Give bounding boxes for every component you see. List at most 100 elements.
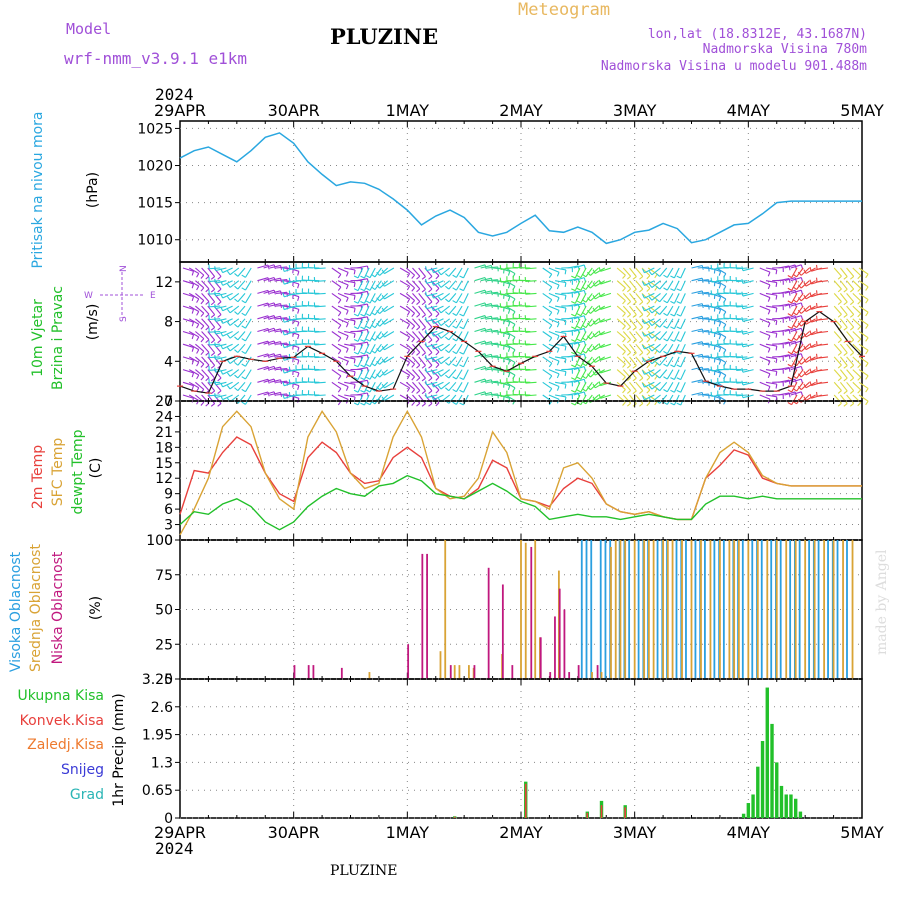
wind-barb (585, 356, 593, 367)
wind-barb (275, 266, 288, 269)
wind-barb-flag (428, 352, 433, 356)
wind-barb-flag (353, 308, 356, 313)
wind-barb-flag (288, 277, 291, 283)
x-tick-label: 30APR (268, 823, 320, 842)
wind-barb-flag (654, 350, 658, 355)
wind-barb-flag (445, 387, 450, 392)
wind-barb-flag (626, 390, 632, 394)
wind-barb (357, 318, 364, 329)
wind-barb-flag (337, 324, 342, 330)
wind-barb-flag (297, 334, 300, 340)
wind-barb (765, 381, 777, 385)
wind-barb-flag (598, 343, 601, 348)
wind-barb (245, 318, 252, 329)
wind-barb (369, 305, 376, 317)
wind-barb (356, 341, 368, 345)
y-tick-label: 18 (155, 440, 173, 456)
wind-barb (680, 280, 686, 291)
wind-barb-flag (376, 271, 381, 276)
wind-barb (778, 392, 790, 396)
y-tick-label: 50 (155, 603, 173, 619)
wind-barb (791, 394, 798, 405)
wind-barb (647, 394, 658, 402)
wind-barb-flag (849, 377, 855, 382)
wind-barb (222, 381, 233, 388)
wind-barb-flag (642, 332, 645, 337)
wind-barb (622, 267, 632, 277)
wind-barb-flag (654, 324, 658, 329)
wind-barb-flag (353, 358, 356, 364)
wind-barb (331, 356, 342, 364)
wind-barb (542, 356, 553, 364)
wind-barb-flag (452, 376, 457, 380)
wind-barb (331, 305, 342, 313)
cloud-bar-mid (728, 540, 731, 679)
wind-barb-flag (587, 373, 591, 378)
wind-barb-flag (381, 383, 385, 389)
wind-barb (222, 280, 233, 286)
wind-barb (548, 356, 560, 362)
wind-barb (817, 394, 829, 397)
wind-barb (548, 280, 560, 286)
wind-barb-flag (381, 345, 385, 351)
wind-barb-flag (288, 265, 291, 270)
wind-barb (448, 280, 457, 290)
wind-barb-flag (598, 266, 601, 272)
wind-barb (555, 394, 567, 398)
temp-ylabel-sfc: SFC Temp (50, 438, 66, 507)
wind-barb (440, 267, 451, 276)
wind-barb-flag (353, 282, 356, 288)
wind-barb (765, 369, 777, 372)
wind-barb-flag (452, 325, 457, 329)
wind-barb-flag (865, 299, 869, 304)
cloud-bar-mid (591, 672, 593, 679)
wind-barb-flag (843, 301, 848, 306)
wind-barb-flag (425, 316, 428, 322)
cloud-bar-mid (737, 540, 740, 679)
wind-barb-flag (435, 376, 440, 381)
wind-barb (201, 318, 210, 328)
wind-barb-flag (767, 373, 771, 379)
wind-barb (759, 369, 771, 375)
wind-barb (337, 318, 349, 324)
wind-barb (337, 305, 349, 311)
wind-barb-flag (507, 322, 511, 327)
wind-barb (412, 318, 421, 328)
wind-barb-flag (676, 377, 681, 381)
wind-barb-flag (435, 402, 440, 407)
wind-barb-flag (234, 387, 239, 392)
wind-barb (195, 292, 205, 301)
wind-barb-flag (406, 324, 411, 329)
wind-barb (697, 342, 709, 345)
wind-barb-flag (411, 325, 416, 330)
wind-barb-flag (676, 351, 681, 355)
wind-barb (673, 305, 680, 317)
wind-barb (567, 392, 579, 396)
wind-barb (245, 343, 252, 354)
wind-barb-flag (353, 320, 356, 326)
wind-barb-flag (775, 384, 778, 389)
wind-barb-flag (576, 389, 582, 393)
wind-barb-flag (217, 326, 222, 331)
wind-barb (207, 280, 216, 290)
wind-barb-flag (598, 381, 601, 386)
wind-barb (796, 305, 804, 316)
cloud-bar-mid (633, 540, 636, 679)
wind-barb-flag (297, 347, 300, 352)
wind-barb (742, 343, 754, 348)
wind-barb (691, 264, 703, 269)
wind-barb (357, 305, 364, 317)
precip-bar-conv (524, 783, 527, 818)
y-tick-label: 21 (155, 425, 173, 441)
wind-barb-flag (220, 382, 224, 388)
panel-frame (179, 678, 863, 819)
wind-barb (480, 290, 492, 294)
wind-barb (455, 369, 463, 380)
wind-barb (263, 365, 275, 371)
wind-barb-flag (288, 379, 291, 384)
wind-barb (784, 391, 796, 396)
wind-barb (344, 394, 356, 398)
wind-barb-flag (431, 306, 435, 312)
wind-barb-flag (459, 377, 464, 381)
wind-barb-flag (655, 374, 661, 379)
